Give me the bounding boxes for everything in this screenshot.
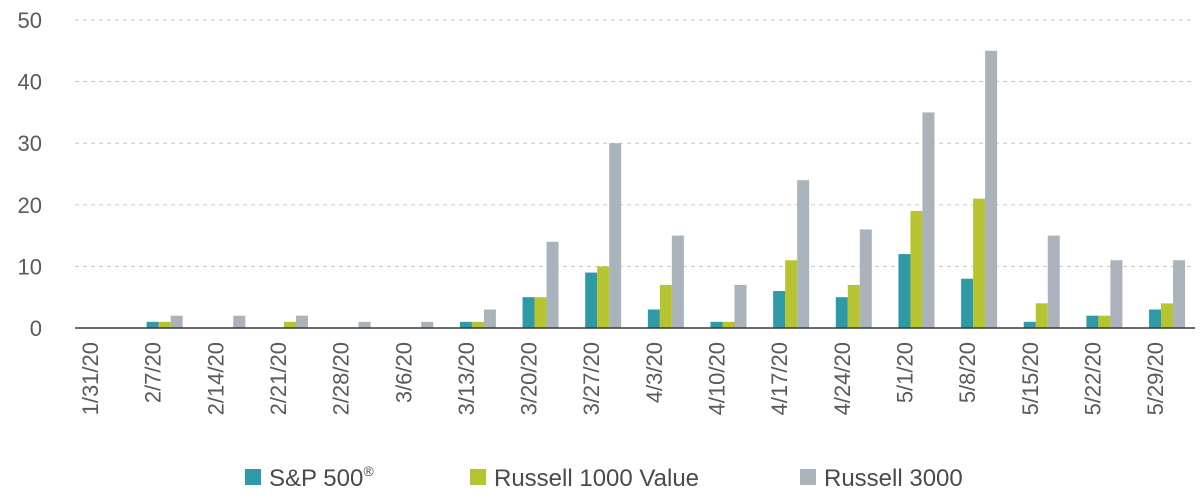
bar — [170, 315, 183, 328]
bar — [961, 278, 974, 328]
x-tick-label: 2/28/20 — [329, 342, 354, 415]
bar — [146, 321, 159, 328]
bar — [1098, 315, 1111, 328]
bar — [1086, 315, 1099, 328]
legend-swatch — [800, 469, 816, 485]
y-tick-label: 40 — [18, 70, 42, 95]
x-axis-ticks: 1/31/20 2/7/20 2/14/20 2/21/20 2/28/20 3/6/20… — [78, 342, 1168, 415]
bar — [647, 309, 660, 328]
bar — [985, 50, 998, 329]
bar — [773, 291, 786, 328]
bar — [734, 284, 747, 328]
bar — [835, 297, 848, 328]
bar — [659, 284, 672, 328]
x-tick-label: 4/3/20 — [642, 342, 667, 403]
y-tick-label: 20 — [18, 193, 42, 218]
bar — [910, 210, 923, 328]
bar — [483, 309, 496, 328]
y-axis-ticks: 0 10 20 30 40 50 — [18, 8, 42, 341]
bar — [358, 321, 371, 328]
bar — [597, 266, 610, 328]
y-tick-label: 0 — [30, 316, 42, 341]
x-tick-label: 4/10/20 — [705, 342, 730, 415]
bar — [522, 297, 535, 328]
bar — [609, 143, 622, 328]
x-tick-label: 5/15/20 — [1018, 342, 1043, 415]
x-tick-label: 2/7/20 — [141, 342, 166, 403]
x-tick-label: 2/21/20 — [266, 342, 291, 415]
x-tick-label: 2/14/20 — [203, 342, 228, 415]
bar — [1047, 235, 1060, 328]
y-tick-label: 30 — [18, 131, 42, 156]
bar — [1110, 260, 1123, 328]
x-tick-label: 5/1/20 — [892, 342, 917, 403]
bar — [158, 321, 171, 328]
bar — [459, 321, 472, 328]
bar — [859, 229, 872, 328]
bar — [671, 235, 684, 328]
bar — [1149, 309, 1162, 328]
bar — [710, 321, 723, 328]
x-tick-label: 3/6/20 — [391, 342, 416, 403]
x-tick-label: 5/29/20 — [1143, 342, 1168, 415]
x-tick-label: 3/13/20 — [454, 342, 479, 415]
grid-lines — [75, 19, 1195, 267]
bar — [1023, 321, 1036, 328]
bar — [471, 321, 484, 328]
y-tick-label: 10 — [18, 254, 42, 279]
legend-label: S&P 500® — [269, 463, 374, 492]
bar — [233, 315, 246, 328]
bar — [847, 284, 860, 328]
bar — [283, 321, 296, 328]
legend-label: Russell 1000 Value — [494, 465, 699, 492]
x-tick-label: 5/8/20 — [955, 342, 980, 403]
bar — [585, 272, 598, 328]
x-tick-label: 1/31/20 — [78, 342, 103, 415]
x-tick-label: 4/24/20 — [830, 342, 855, 415]
bar — [722, 321, 735, 328]
bar — [534, 297, 547, 328]
legend: S&P 500® Russell 1000 Value Russell 3000 — [245, 463, 963, 492]
legend-label: Russell 3000 — [824, 465, 963, 492]
x-tick-label: 5/22/20 — [1080, 342, 1105, 415]
x-tick-label: 3/20/20 — [517, 342, 542, 415]
legend-swatch — [245, 469, 261, 485]
bar — [421, 321, 434, 328]
bar — [785, 260, 798, 328]
bar — [797, 180, 810, 328]
bars — [146, 50, 1186, 329]
x-tick-label: 4/17/20 — [767, 342, 792, 415]
bar — [546, 241, 559, 328]
bar — [295, 315, 308, 328]
bar — [973, 198, 986, 328]
y-tick-label: 50 — [18, 8, 42, 33]
bar — [1161, 303, 1174, 328]
bar — [922, 112, 935, 329]
bar — [1173, 260, 1186, 328]
legend-swatch — [470, 469, 486, 485]
x-tick-label: 3/27/20 — [579, 342, 604, 415]
bar — [898, 254, 911, 328]
bar — [1035, 303, 1048, 328]
